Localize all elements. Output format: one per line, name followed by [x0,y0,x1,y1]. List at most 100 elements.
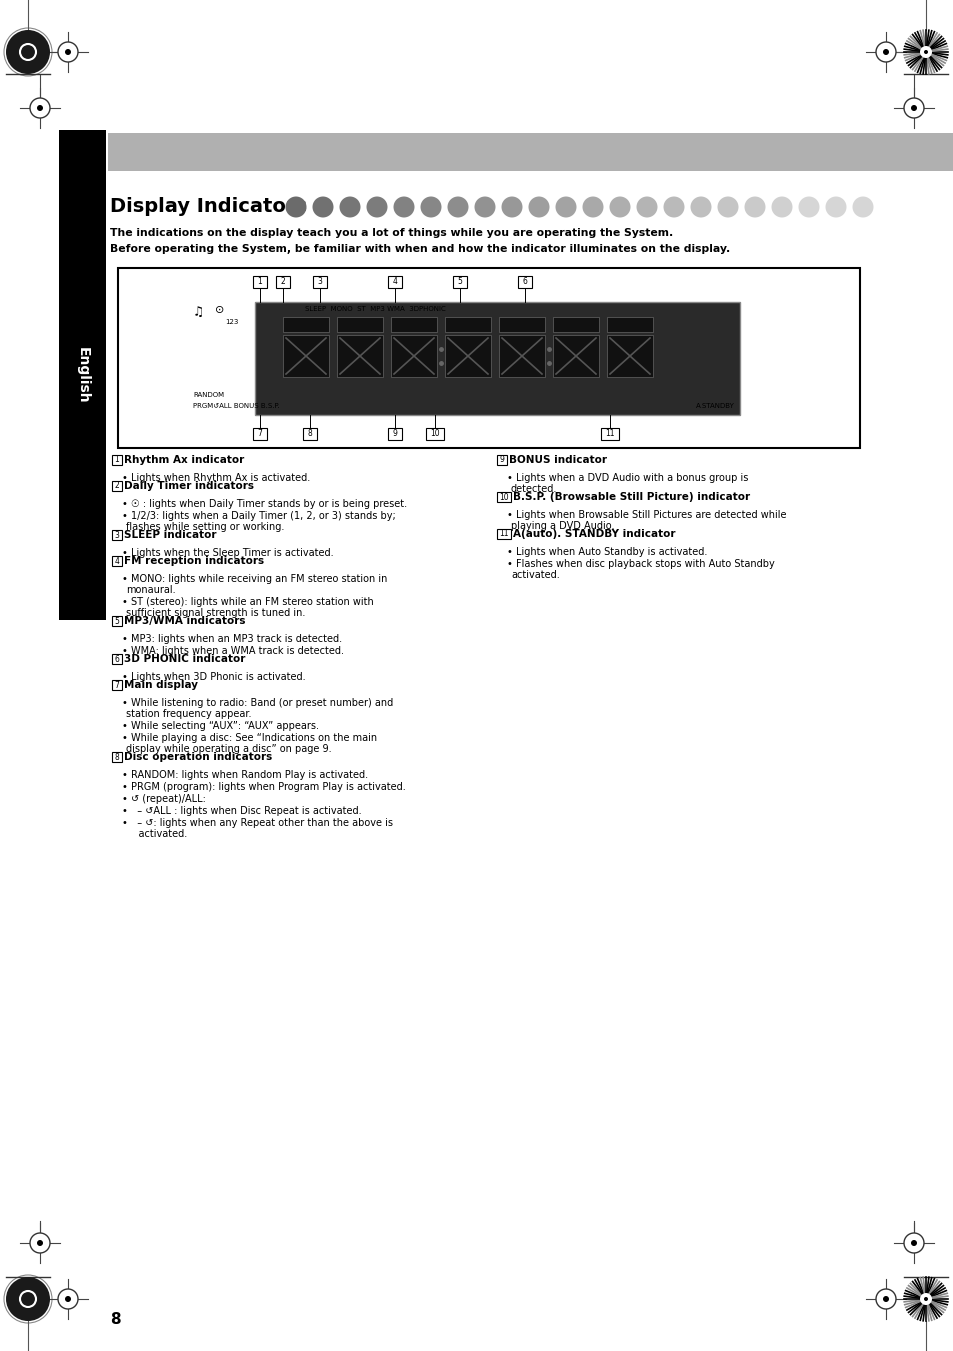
Text: A.STANDBY: A.STANDBY [696,403,734,409]
Text: • MONO: lights while receiving an FM stereo station in: • MONO: lights while receiving an FM ste… [122,574,387,584]
Text: A(auto). STANDBY indicator: A(auto). STANDBY indicator [513,530,675,539]
Text: • 1/2/3: lights when a Daily Timer (1, 2, or 3) stands by;: • 1/2/3: lights when a Daily Timer (1, 2… [122,511,395,521]
Text: • ↺ (repeat)/ALL:: • ↺ (repeat)/ALL: [122,794,206,804]
Circle shape [393,196,414,218]
Text: station frequency appear.: station frequency appear. [126,709,252,719]
Circle shape [875,1289,895,1309]
Circle shape [501,196,522,218]
Text: 11: 11 [604,430,614,439]
Bar [275,276,290,288]
Circle shape [882,49,888,55]
Circle shape [285,196,306,218]
Bar [606,317,652,332]
Bar [426,428,443,440]
Bar [453,276,467,288]
Bar [253,428,267,440]
Circle shape [474,196,495,218]
Circle shape [313,196,334,218]
Text: RANDOM: RANDOM [193,392,224,399]
Text: • Lights when Rhythm Ax is activated.: • Lights when Rhythm Ax is activated. [122,473,310,484]
Circle shape [771,196,792,218]
Bar [112,616,122,626]
Text: 10: 10 [430,430,439,439]
Text: 7: 7 [257,430,262,439]
Text: activated.: activated. [126,830,187,839]
Circle shape [30,1233,50,1252]
Bar [112,530,122,540]
Text: • Lights when Browsable Still Pictures are detected while: • Lights when Browsable Still Pictures a… [506,509,785,520]
Circle shape [903,1233,923,1252]
Text: Rhythm Ax indicator: Rhythm Ax indicator [124,455,244,465]
Circle shape [923,50,927,54]
Circle shape [923,1297,927,1301]
Bar [553,317,598,332]
Circle shape [65,1296,71,1302]
Text: FM reception indicators: FM reception indicators [124,557,264,566]
Bar [497,455,506,465]
Text: • RANDOM: lights when Random Play is activated.: • RANDOM: lights when Random Play is act… [122,770,368,780]
Bar [336,335,382,377]
Text: detected.: detected. [511,484,557,494]
Circle shape [882,1296,888,1302]
Text: • Flashes when disc playback stops with Auto Standby: • Flashes when disc playback stops with … [506,559,774,569]
Bar [313,276,327,288]
Text: The indications on the display teach you a lot of things while you are operating: The indications on the display teach you… [110,228,673,238]
Bar [600,428,618,440]
Bar [253,276,267,288]
Circle shape [919,1293,931,1305]
Circle shape [636,196,657,218]
Text: 8: 8 [307,430,312,439]
Circle shape [37,105,43,111]
Text: 6: 6 [522,277,527,286]
Text: 2: 2 [280,277,285,286]
Text: • While listening to radio: Band (or preset number) and: • While listening to radio: Band (or pre… [122,698,393,708]
Bar [112,557,122,566]
Text: activated.: activated. [511,570,559,580]
Bar [553,335,598,377]
Circle shape [824,196,845,218]
Bar [254,303,740,415]
Text: •   – ↺ALL : lights when Disc Repeat is activated.: • – ↺ALL : lights when Disc Repeat is ac… [122,807,361,816]
Text: • Lights when Auto Standby is activated.: • Lights when Auto Standby is activated. [506,547,706,557]
Bar [497,530,511,539]
Text: sufficient signal strength is tuned in.: sufficient signal strength is tuned in. [126,608,305,617]
Circle shape [58,42,78,62]
Text: •   – ↺: lights when any Repeat other than the above is: • – ↺: lights when any Repeat other than… [122,817,393,828]
Bar [303,428,316,440]
Bar [444,335,491,377]
Text: • Lights when 3D Phonic is activated.: • Lights when 3D Phonic is activated. [122,671,305,682]
Text: PRGM↺ALL BONUS B.S.P.: PRGM↺ALL BONUS B.S.P. [193,403,279,409]
Text: 5: 5 [457,277,462,286]
Text: English: English [75,347,90,404]
Text: 9: 9 [499,455,504,465]
Text: 9: 9 [392,430,397,439]
Text: • Lights when the Sleep Timer is activated.: • Lights when the Sleep Timer is activat… [122,549,334,558]
Bar [59,130,106,620]
Circle shape [6,30,50,74]
Circle shape [717,196,738,218]
Circle shape [609,196,630,218]
Bar [112,753,122,762]
Bar [118,267,859,449]
Bar [498,335,544,377]
Text: 8: 8 [110,1313,120,1328]
Bar [336,317,382,332]
Text: • PRGM (program): lights when Program Play is activated.: • PRGM (program): lights when Program Pl… [122,782,405,792]
Bar [391,335,436,377]
Circle shape [582,196,603,218]
Text: 7: 7 [114,681,119,689]
Text: SLEEP  MONO  ST  MP3 WMA  3DPHONIC: SLEEP MONO ST MP3 WMA 3DPHONIC [305,305,445,312]
Text: Display Indicators: Display Indicators [110,197,307,216]
Bar [112,455,122,465]
Circle shape [798,196,819,218]
Circle shape [30,99,50,118]
Text: 1: 1 [257,277,262,286]
Text: 4: 4 [392,277,397,286]
Circle shape [420,196,441,218]
Text: • Lights when a DVD Audio with a bonus group is: • Lights when a DVD Audio with a bonus g… [506,473,747,484]
Circle shape [528,196,549,218]
Bar [112,654,122,663]
Bar [517,276,532,288]
Text: 8: 8 [114,753,119,762]
Text: monaural.: monaural. [126,585,175,594]
